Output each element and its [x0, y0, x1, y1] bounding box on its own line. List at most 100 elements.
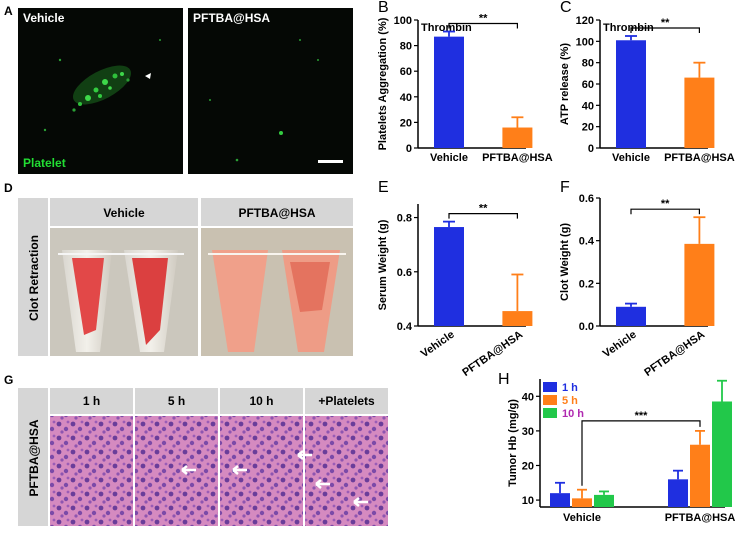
bar-pftba-hsa — [684, 77, 715, 148]
y-tick-label: 40 — [582, 100, 594, 112]
panel-letter-b: B — [378, 0, 389, 16]
y-tick-label: 120 — [576, 15, 594, 27]
y-tick-label: 20 — [582, 122, 594, 134]
significance-label: ** — [479, 203, 488, 215]
y-tick-label: 60 — [582, 79, 594, 91]
y-tick-label: 20 — [400, 117, 412, 129]
y-tick-label: 0.0 — [579, 321, 594, 333]
y-tick-label: 100 — [394, 15, 412, 27]
x-tick-label: Vehicle — [430, 152, 468, 164]
col-label-g-0: 1 h — [83, 394, 100, 408]
col-header-g-1 — [135, 388, 218, 414]
y-tick-label: 0 — [406, 143, 412, 155]
y-axis-title: Tumor Hb (mg/g) — [507, 399, 519, 487]
significance-bracket — [448, 213, 518, 219]
panel-letter-a: A — [4, 4, 13, 18]
tubes-vehicle — [58, 250, 184, 352]
y-axis-title: Serum Weight (g) — [377, 219, 389, 310]
y-tick-label: 0.6 — [397, 267, 412, 279]
x-tick-label: Vehicle — [612, 152, 650, 164]
scale-bar — [318, 160, 343, 163]
col-label-g-3: +Platelets — [318, 394, 375, 408]
significance-bracket — [630, 208, 700, 215]
chart-f: F 0.0 0.2 0.4 0.6 Clot Weight (g) Vehicle PFTBA… — [559, 179, 715, 379]
bar-10h-0 — [594, 494, 614, 507]
significance-label: ** — [661, 198, 670, 210]
x-tick-label: PFTBA@HSA — [642, 329, 707, 379]
y-tick-label: 0.8 — [397, 213, 412, 225]
sparse-platelets — [209, 39, 319, 162]
label-vehicle-a: Vehicle — [23, 11, 65, 25]
y-tick-label: 100 — [576, 36, 594, 48]
legend-swatch — [543, 408, 557, 418]
bar-vehicle — [434, 36, 464, 148]
y-axis-title: Platelets Aggregation (%) — [377, 17, 389, 150]
label-pftba-a: PFTBA@HSA — [193, 11, 270, 25]
microscopy-pftba — [188, 8, 353, 174]
legend-label: 5 h — [562, 395, 578, 407]
bar-pftba-hsa — [502, 127, 533, 148]
y-axis-title: ATP release (%) — [559, 43, 571, 125]
x-tick-label: PFTBA@HSA — [460, 329, 525, 379]
x-tick-label: PFTBA@HSA — [665, 512, 736, 524]
significance-bracket — [630, 27, 700, 33]
panel-letter-c: C — [560, 0, 572, 16]
y-tick-label: 40 — [400, 92, 412, 104]
label-pftba-g: PFTBA@HSA — [27, 419, 41, 496]
arrow-icon — [145, 73, 151, 79]
y-tick-label: 0.4 — [579, 236, 595, 248]
significance-bracket — [581, 420, 701, 486]
significance-label: ** — [661, 17, 670, 29]
bar-pftba-hsa — [684, 243, 715, 326]
row-header-g — [18, 388, 48, 526]
y-tick-label: 40 — [522, 391, 534, 403]
y-tick-label: 0.4 — [397, 321, 413, 333]
significance-label: ** — [479, 13, 488, 25]
row-header-d — [18, 198, 48, 356]
bar-vehicle — [434, 227, 464, 326]
panel-letter-f: F — [560, 179, 570, 196]
y-tick-label: 20 — [522, 460, 534, 472]
y-tick-label: 0.2 — [579, 278, 594, 290]
legend-swatch — [543, 382, 557, 392]
legend-label: 10 h — [562, 408, 584, 420]
he-arrows — [181, 450, 368, 507]
he-columns: 1 h 5 h 10 h +Platelets — [50, 388, 388, 526]
x-tick-label: Vehicle — [563, 512, 601, 524]
col-label-g-1: 5 h — [168, 394, 185, 408]
col-header-g-0 — [50, 388, 133, 414]
bar-10h-1 — [712, 401, 732, 507]
he-tile-0 — [50, 416, 133, 526]
col-header-vehicle-d — [50, 198, 198, 226]
scale-bar-g — [448, 515, 472, 518]
legend-label: 1 h — [562, 382, 578, 394]
he-tile-1 — [135, 416, 218, 526]
col-header-g-3 — [305, 388, 388, 414]
bar-5h-1 — [690, 444, 710, 507]
he-tile-3 — [305, 416, 388, 526]
tubes-pftba — [208, 250, 346, 352]
panel-letter-g: G — [4, 373, 13, 387]
chart-b: B 0 20 40 60 80 100 Platelets Aggregation (%) Th… — [377, 0, 553, 164]
y-tick-label: 80 — [400, 41, 412, 53]
bar-vehicle — [616, 40, 646, 149]
annotation: Thrombin — [421, 22, 472, 34]
x-tick-label: PFTBA@HSA — [482, 152, 553, 164]
bar-5h-0 — [572, 498, 592, 507]
y-tick-label: 80 — [582, 58, 594, 70]
bar-vehicle — [616, 306, 646, 326]
y-tick-label: 10 — [522, 495, 534, 507]
label-pftba-d: PFTBA@HSA — [238, 206, 315, 220]
x-tick-label: Vehicle — [601, 329, 639, 361]
x-tick-label: PFTBA@HSA — [664, 152, 735, 164]
significance-label: *** — [635, 410, 649, 422]
label-clot-retraction: Clot Retraction — [27, 235, 41, 321]
panel-letter-h: H — [498, 371, 510, 388]
panel-letter-e: E — [378, 179, 389, 196]
chart-e: E 0.4 0.6 0.8 Serum Weight (g) Vehicle PFTBA@H… — [377, 179, 533, 379]
y-tick-label: 0.6 — [579, 193, 594, 205]
significance-bracket — [448, 22, 518, 29]
panel-letter-d: D — [4, 181, 13, 195]
